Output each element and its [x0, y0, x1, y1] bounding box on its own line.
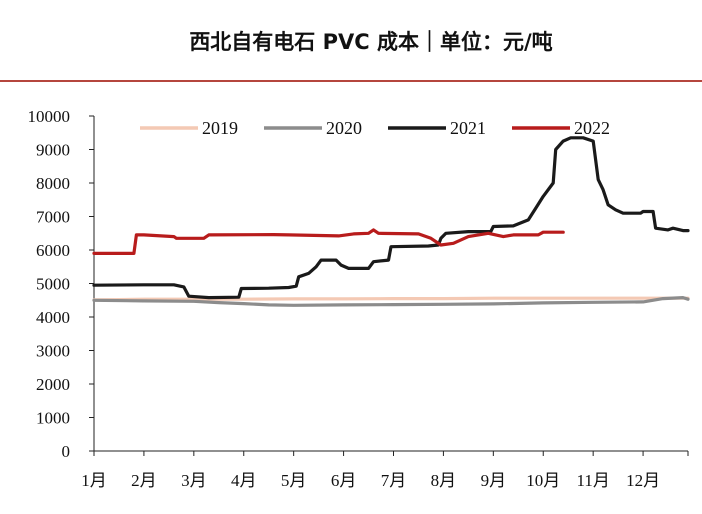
- y-tick-label: 0: [62, 442, 71, 461]
- x-tick-label: 8月: [431, 471, 457, 490]
- y-tick-label: 3000: [36, 342, 70, 361]
- x-tick-label: 9月: [481, 471, 507, 490]
- x-tick-label: 2月: [131, 471, 157, 490]
- x-tick-label: 3月: [181, 471, 207, 490]
- series-lines: [92, 136, 690, 307]
- x-tick-label: 7月: [381, 471, 407, 490]
- y-tick-label: 10000: [28, 107, 71, 126]
- legend-label-2019: 2019: [202, 118, 238, 138]
- legend-label-2020: 2020: [326, 118, 362, 138]
- legend-label-2022: 2022: [574, 118, 610, 138]
- x-tick-label: 12月: [626, 471, 660, 490]
- series-line-2019: [92, 296, 690, 302]
- series-line-2022: [92, 228, 565, 255]
- series-line-2021: [92, 136, 690, 300]
- y-tick-label: 1000: [36, 409, 70, 428]
- x-tick-label: 4月: [231, 471, 257, 490]
- x-tick-label: 11月: [576, 471, 609, 490]
- y-tick-label: 8000: [36, 174, 70, 193]
- x-tick-label: 1月: [81, 471, 107, 490]
- chart-legend: 2019 2020 2021 2022: [140, 118, 610, 138]
- x-tick-label: 6月: [331, 471, 357, 490]
- y-tick-label: 6000: [36, 241, 70, 260]
- y-tick-label: 2000: [36, 375, 70, 394]
- x-tick-label: 10月: [526, 471, 560, 490]
- chart-title: 西北自有电石 PVC 成本｜单位：元/吨: [189, 30, 553, 54]
- y-tick-label: 5000: [36, 275, 70, 294]
- y-tick-label: 4000: [36, 308, 70, 327]
- y-tick-label: 7000: [36, 208, 70, 227]
- legend-label-2021: 2021: [450, 118, 486, 138]
- x-tick-label: 5月: [281, 471, 307, 490]
- series-line-2020: [92, 296, 690, 307]
- y-tick-label: 9000: [36, 141, 70, 160]
- title-divider: [0, 80, 702, 82]
- chart-axes: 0 1000 2000 3000 4000 5000 6000 7000 8000 9000 100…: [28, 107, 689, 490]
